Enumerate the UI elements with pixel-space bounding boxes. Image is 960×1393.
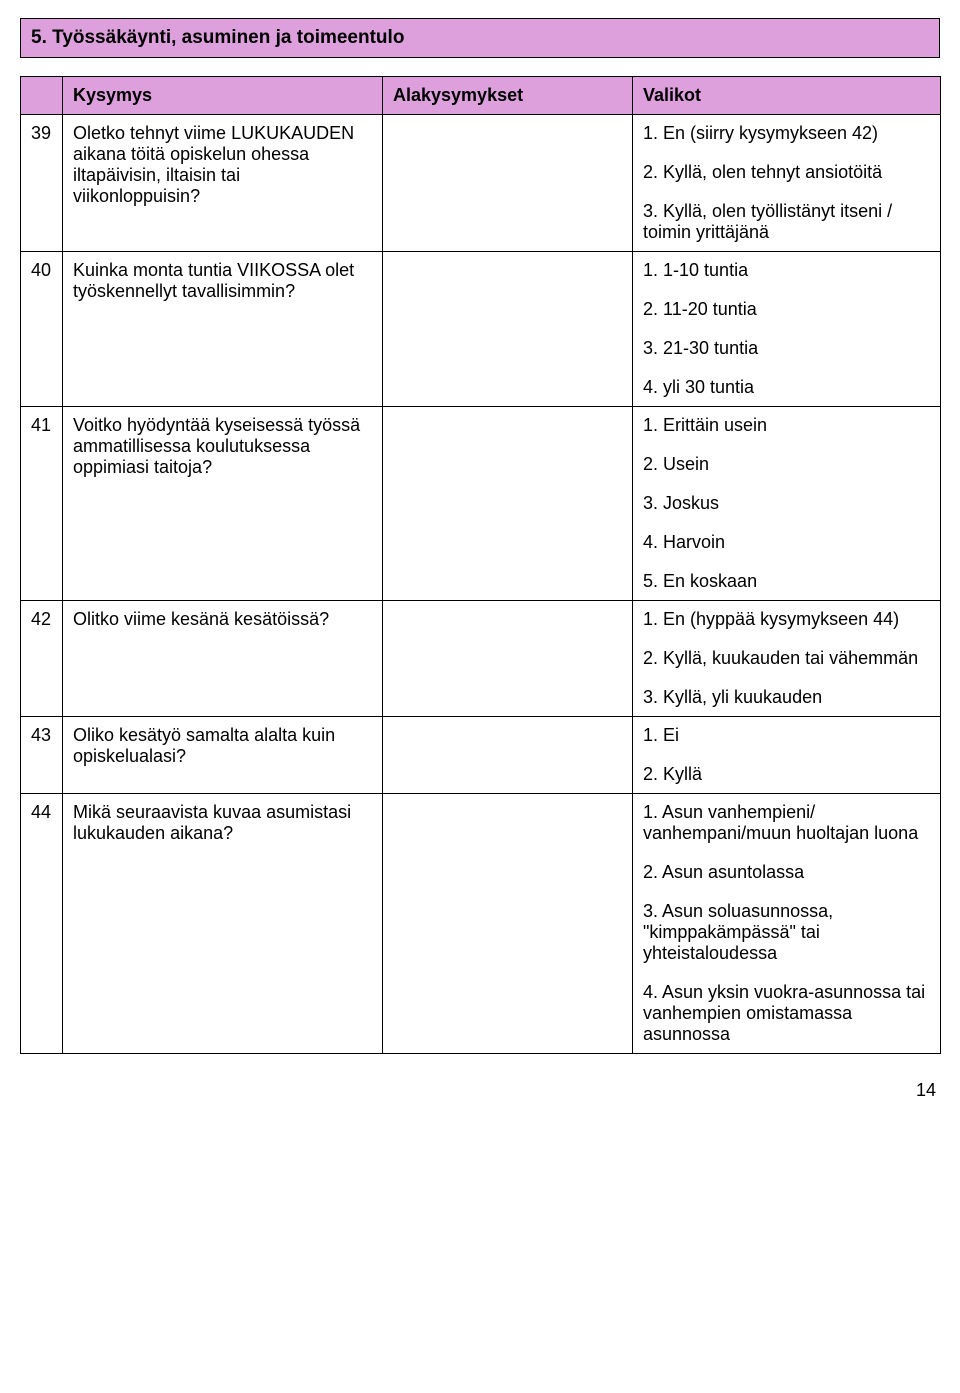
option-line: 1. Erittäin usein (643, 415, 930, 436)
row-question: Oletko tehnyt viime LUKUKAUDEN aikana tö… (63, 115, 383, 252)
questions-table: Kysymys Alakysymykset Valikot 39Oletko t… (20, 76, 941, 1054)
option-paragraph: 2. Kyllä, olen tehnyt ansiotöitä (643, 162, 930, 183)
col-kysymys-header: Kysymys (63, 77, 383, 115)
option-line: 3. Kyllä, yli kuukauden (643, 687, 930, 708)
col-valikot-header: Valikot (633, 77, 941, 115)
row-options: 1. Erittäin usein 2. Usein 3. Joskus 4. Har… (633, 407, 941, 601)
option-line: 3. Asun soluasunnossa, "kimppakämpässä" … (643, 901, 930, 964)
option-line: 1. Asun vanhempieni/ vanhempani/muun huo… (643, 802, 930, 844)
table-body: 39Oletko tehnyt viime LUKUKAUDEN aikana … (21, 115, 941, 1054)
row-question: Voitko hyödyntää kyseisessä työssä ammat… (63, 407, 383, 601)
col-num-header (21, 77, 63, 115)
option-line: 1. Ei (643, 725, 930, 746)
option-paragraph: 1. En (hyppää kysymykseen 44) (643, 609, 930, 630)
table-header-row: Kysymys Alakysymykset Valikot (21, 77, 941, 115)
table-row: 43Oliko kesätyö samalta alalta kuin opis… (21, 717, 941, 794)
row-number: 41 (21, 407, 63, 601)
row-subquestion (383, 115, 633, 252)
option-line: 4. yli 30 tuntia (643, 377, 930, 398)
row-options: 1. 1-10 tuntia 2. 11-20 tuntia 3. 21-30 tu… (633, 252, 941, 407)
row-subquestion (383, 717, 633, 794)
row-options: 1. Asun vanhempieni/ vanhempani/muun huo… (633, 794, 941, 1054)
option-paragraph: 5. En koskaan (643, 571, 930, 592)
row-question: Oliko kesätyö samalta alalta kuin opiske… (63, 717, 383, 794)
table-row: 41Voitko hyödyntää kyseisessä työssä amm… (21, 407, 941, 601)
option-line: 2. Kyllä, olen tehnyt ansiotöitä (643, 162, 930, 183)
row-question: Kuinka monta tuntia VIIKOSSA olet työske… (63, 252, 383, 407)
option-line: 5. En koskaan (643, 571, 930, 592)
table-row: 44Mikä seuraavista kuvaa asumistasi luku… (21, 794, 941, 1054)
option-line: 3. Joskus (643, 493, 930, 514)
option-line: 2. Asun asuntolassa (643, 862, 930, 883)
option-line: 1. 1-10 tuntia (643, 260, 930, 281)
row-options: 1. En (hyppää kysymykseen 44) 2. Kyllä, k… (633, 601, 941, 717)
option-paragraph: 1. Asun vanhempieni/ vanhempani/muun huo… (643, 802, 930, 844)
option-line: 1. En (siirry kysymykseen 42) (643, 123, 930, 144)
row-subquestion (383, 407, 633, 601)
row-number: 39 (21, 115, 63, 252)
table-row: 39Oletko tehnyt viime LUKUKAUDEN aikana … (21, 115, 941, 252)
option-line: 4. Asun yksin vuokra-asunnossa tai vanhe… (643, 982, 930, 1045)
option-paragraph: 2. Kyllä (643, 764, 930, 785)
row-question: Olitko viime kesänä kesätöissä? (63, 601, 383, 717)
option-line: 2. Usein (643, 454, 930, 475)
option-paragraph: 2. Asun asuntolassa (643, 862, 930, 883)
option-paragraph: 2. Kyllä, kuukauden tai vähemmän (643, 648, 930, 669)
row-number: 42 (21, 601, 63, 717)
row-number: 44 (21, 794, 63, 1054)
row-subquestion (383, 794, 633, 1054)
option-line: 4. Harvoin (643, 532, 930, 553)
option-line: 1. En (hyppää kysymykseen 44) (643, 609, 930, 630)
table-row: 40Kuinka monta tuntia VIIKOSSA olet työs… (21, 252, 941, 407)
option-paragraph: 4. Harvoin (643, 532, 930, 553)
option-paragraph: 3. Kyllä, olen työllistänyt itseni / toi… (643, 201, 930, 243)
row-options: 1. En (siirry kysymykseen 42) 2. Kyllä, o… (633, 115, 941, 252)
option-paragraph: 1. 1-10 tuntia (643, 260, 930, 281)
option-paragraph: 1. En (siirry kysymykseen 42) (643, 123, 930, 144)
option-paragraph: 3. Joskus (643, 493, 930, 514)
option-paragraph: 3. 21-30 tuntia (643, 338, 930, 359)
option-line: 3. Kyllä, olen työllistänyt itseni / toi… (643, 201, 930, 243)
option-paragraph: 1. Ei (643, 725, 930, 746)
option-line: 2. 11-20 tuntia (643, 299, 930, 320)
row-number: 40 (21, 252, 63, 407)
row-subquestion (383, 601, 633, 717)
row-question: Mikä seuraavista kuvaa asumistasi lukuka… (63, 794, 383, 1054)
option-line: 2. Kyllä, kuukauden tai vähemmän (643, 648, 930, 669)
option-line: 2. Kyllä (643, 764, 930, 785)
row-number: 43 (21, 717, 63, 794)
option-paragraph: 2. Usein (643, 454, 930, 475)
option-paragraph: 1. Erittäin usein (643, 415, 930, 436)
row-subquestion (383, 252, 633, 407)
table-row: 42Olitko viime kesänä kesätöissä? 1. En (… (21, 601, 941, 717)
section-header: 5. Työssäkäynti, asuminen ja toimeentulo (20, 18, 940, 58)
col-alakysymykset-header: Alakysymykset (383, 77, 633, 115)
option-paragraph: 3. Kyllä, yli kuukauden (643, 687, 930, 708)
option-line: 3. 21-30 tuntia (643, 338, 930, 359)
option-paragraph: 4. Asun yksin vuokra-asunnossa tai vanhe… (643, 982, 930, 1045)
option-paragraph: 3. Asun soluasunnossa, "kimppakämpässä" … (643, 901, 930, 964)
page-number: 14 (20, 1080, 940, 1101)
option-paragraph: 4. yli 30 tuntia (643, 377, 930, 398)
option-paragraph: 2. 11-20 tuntia (643, 299, 930, 320)
row-options: 1. Ei 2. Kyllä (633, 717, 941, 794)
